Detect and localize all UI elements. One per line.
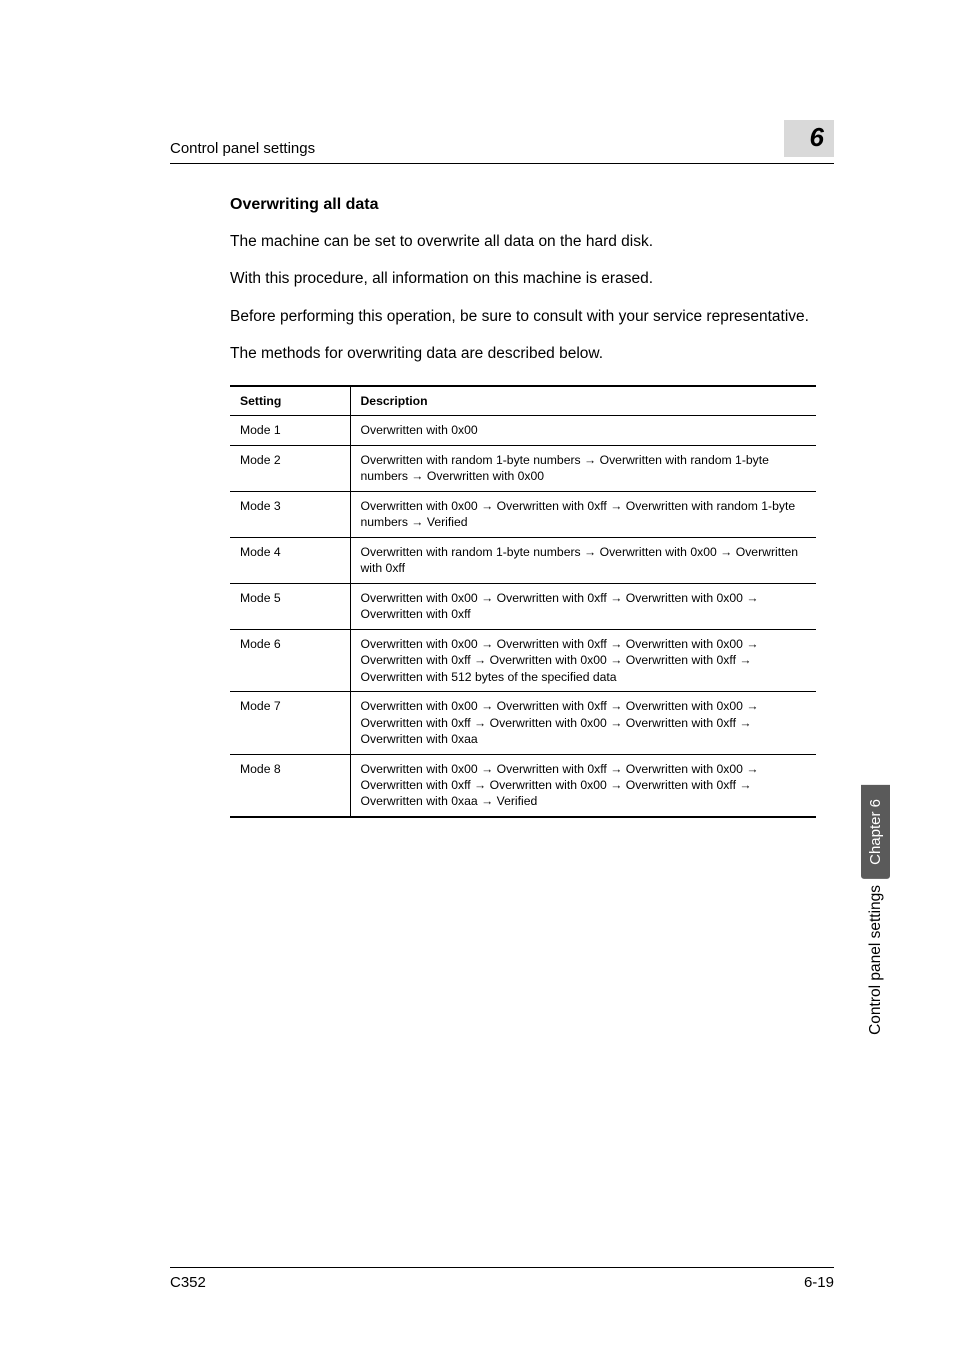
- header-rule: [170, 163, 834, 164]
- body-paragraph: The methods for overwriting data are des…: [230, 342, 834, 365]
- col-header-description: Description: [350, 386, 816, 416]
- cell-setting: Mode 8: [230, 754, 350, 817]
- side-tab-section: Control panel settings: [863, 879, 889, 1051]
- cell-setting: Mode 3: [230, 491, 350, 537]
- table-row: Mode 6 Overwritten with 0x00 → Overwritt…: [230, 629, 816, 691]
- chapter-number-badge: 6: [784, 120, 834, 157]
- cell-setting: Mode 7: [230, 692, 350, 754]
- footer-left: C352: [170, 1274, 206, 1291]
- cell-description: Overwritten with 0x00 → Overwritten with…: [350, 629, 816, 691]
- col-header-setting: Setting: [230, 386, 350, 416]
- side-tabs: Chapter 6 Control panel settings: [861, 785, 890, 1051]
- body-paragraph: The machine can be set to overwrite all …: [230, 230, 834, 253]
- table-row: Mode 1 Overwritten with 0x00: [230, 416, 816, 445]
- cell-setting: Mode 5: [230, 583, 350, 629]
- table-header-row: Setting Description: [230, 386, 816, 416]
- table-row: Mode 3 Overwritten with 0x00 → Overwritt…: [230, 491, 816, 537]
- body-paragraph: Before performing this operation, be sur…: [230, 305, 834, 328]
- footer: C352 6-19: [170, 1267, 834, 1291]
- cell-setting: Mode 1: [230, 416, 350, 445]
- cell-description: Overwritten with random 1-byte numbers →…: [350, 445, 816, 491]
- modes-table: Setting Description Mode 1 Overwritten w…: [230, 385, 816, 818]
- cell-setting: Mode 6: [230, 629, 350, 691]
- table-row: Mode 5 Overwritten with 0x00 → Overwritt…: [230, 583, 816, 629]
- cell-description: Overwritten with 0x00 → Overwritten with…: [350, 754, 816, 817]
- table-row: Mode 4 Overwritten with random 1-byte nu…: [230, 537, 816, 583]
- cell-description: Overwritten with random 1-byte numbers →…: [350, 537, 816, 583]
- footer-rule: [170, 1267, 834, 1268]
- page-container: Control panel settings 6 Overwriting all…: [0, 0, 954, 1351]
- header-row: Control panel settings 6: [170, 120, 834, 163]
- side-tab-chapter: Chapter 6: [861, 785, 890, 879]
- header-title: Control panel settings: [170, 140, 315, 157]
- footer-right: 6-19: [804, 1274, 834, 1291]
- cell-description: Overwritten with 0x00: [350, 416, 816, 445]
- cell-description: Overwritten with 0x00 → Overwritten with…: [350, 583, 816, 629]
- cell-description: Overwritten with 0x00 → Overwritten with…: [350, 692, 816, 754]
- footer-row: C352 6-19: [170, 1274, 834, 1291]
- cell-setting: Mode 4: [230, 537, 350, 583]
- cell-setting: Mode 2: [230, 445, 350, 491]
- section-heading: Overwriting all data: [230, 196, 834, 214]
- cell-description: Overwritten with 0x00 → Overwritten with…: [350, 491, 816, 537]
- table-row: Mode 2 Overwritten with random 1-byte nu…: [230, 445, 816, 491]
- table-row: Mode 7 Overwritten with 0x00 → Overwritt…: [230, 692, 816, 754]
- table-row: Mode 8 Overwritten with 0x00 → Overwritt…: [230, 754, 816, 817]
- body-paragraph: With this procedure, all information on …: [230, 267, 834, 290]
- modes-table-wrap: Setting Description Mode 1 Overwritten w…: [230, 385, 834, 818]
